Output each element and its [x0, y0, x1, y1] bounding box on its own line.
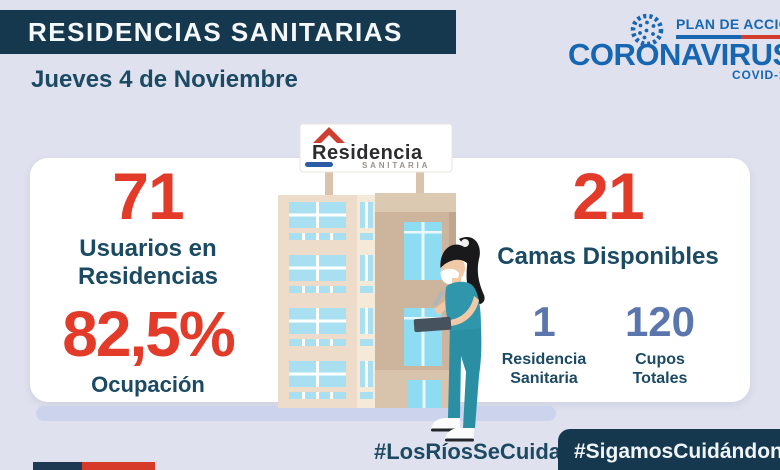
sign-post — [325, 170, 333, 198]
beds-stat-block: 21 Camas Disponibles 1 Residencia Sanita… — [492, 163, 724, 388]
residences-value: 1 — [532, 297, 556, 345]
capacity-stat: 120 Cupos Totales — [596, 297, 724, 388]
ground-strip — [36, 406, 556, 421]
residences-label: Residencia Sanitaria — [501, 350, 587, 387]
users-label: Usuarios en Residencias — [77, 235, 219, 290]
occupancy-label: Ocupación — [91, 372, 205, 398]
logo-bar-red-segment — [82, 462, 155, 470]
logo-bar-navy-segment — [33, 462, 82, 470]
hashtag-region: #LosRíosSeCuida — [374, 439, 562, 464]
capacity-label: Cupos Totales — [632, 350, 688, 387]
covid19-label: COVID-19 — [732, 68, 780, 82]
sign-subtitle: SANITARIA — [362, 161, 430, 170]
government-logo-bar — [33, 462, 155, 470]
plan-underline — [676, 35, 780, 39]
coronavirus-wordmark: CORONAVIRUS — [568, 37, 780, 72]
date-label: Jueves 4 de Noviembre — [31, 66, 298, 93]
users-value: 71 — [112, 159, 184, 233]
capacity-value: 120 — [624, 297, 696, 345]
beds-value: 21 — [572, 159, 644, 233]
page-title: RESIDENCIAS SANITARIAS — [0, 10, 456, 54]
residences-stat: 1 Residencia Sanitaria — [492, 297, 596, 388]
nurse-illustration — [413, 236, 485, 442]
sign-post — [416, 170, 424, 198]
virus-icon — [624, 8, 670, 57]
users-stat-block: 71 Usuarios en Residencias 82,5% Ocupaci… — [48, 163, 248, 398]
sign-dash — [305, 162, 333, 167]
occupancy-value: 82,5% — [62, 298, 235, 371]
beds-label: Camas Disponibles — [497, 243, 719, 270]
residencia-sign: Residencia SANITARIA — [299, 123, 453, 173]
roof-icon — [313, 127, 345, 143]
building-nurse-illustration: Residencia SANITARIA — [278, 123, 485, 442]
residence-building — [278, 193, 456, 408]
coronavirus-logo: PLAN DE ACCIÓN CORONAVIRUS COVID-19 — [568, 6, 780, 86]
sign-title: Residencia — [312, 142, 423, 164]
plan-de-accion-label: PLAN DE ACCIÓN — [676, 16, 780, 32]
hashtag-campaign-banner: #SigamosCuidándonos — [558, 429, 780, 470]
mini-stats-row: 1 Residencia Sanitaria 120 Cupos Totales — [492, 297, 724, 388]
